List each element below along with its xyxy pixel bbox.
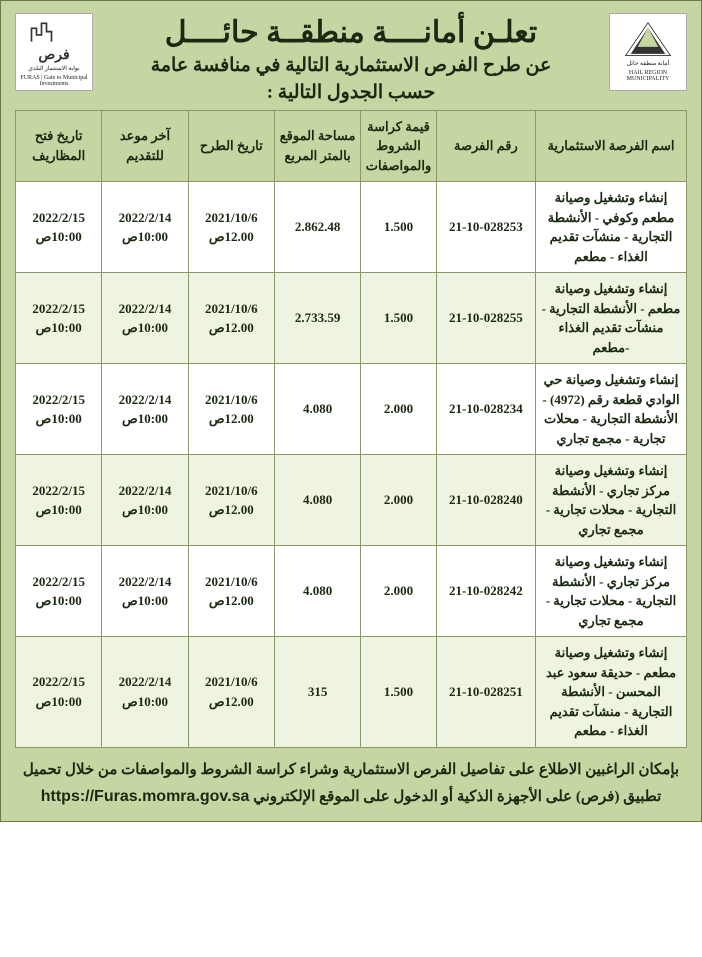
footer-line-2: تطبيق (فرص) على الأجهزة الذكية أو الدخول… bbox=[15, 783, 687, 811]
table-row: إنشاء وتشغيل وصيانة مركز تجاري - الأنشطة… bbox=[16, 546, 687, 637]
cell-deadline: 2022/2/1410:00ص bbox=[102, 546, 188, 637]
table-row: إنشاء وتشغيل وصيانة مطعم - الأنشطة التجا… bbox=[16, 273, 687, 364]
table-row: إنشاء وتشغيل وصيانة حي الوادي قطعة رقم (… bbox=[16, 364, 687, 455]
cell-name: إنشاء وتشغيل وصيانة مركز تجاري - الأنشطة… bbox=[535, 546, 686, 637]
cell-number: 21-10-028234 bbox=[436, 364, 535, 455]
cell-open-date: 2022/2/1510:00ص bbox=[16, 273, 102, 364]
cell-offer-date: 2021/10/612.00ص bbox=[188, 455, 274, 546]
cell-area: 2.862.48 bbox=[274, 182, 360, 273]
th-doc-price: قيمة كراسة الشروط والمواصفات bbox=[361, 110, 437, 182]
cell-number: 21-10-028242 bbox=[436, 546, 535, 637]
main-title: تعلـن أمانــــة منطقــة حائــــل bbox=[105, 13, 597, 52]
cell-offer-date: 2021/10/612.00ص bbox=[188, 637, 274, 748]
cell-open-date: 2022/2/1510:00ص bbox=[16, 637, 102, 748]
cell-doc-price: 2.000 bbox=[361, 364, 437, 455]
cell-doc-price: 1.500 bbox=[361, 182, 437, 273]
header: أمانة منطقة حائل HAIL REGION MUNICIPALIT… bbox=[15, 13, 687, 110]
logo-right-caption-ar: أمانة منطقة حائل bbox=[627, 61, 670, 68]
cell-open-date: 2022/2/1510:00ص bbox=[16, 182, 102, 273]
cell-deadline: 2022/2/1410:00ص bbox=[102, 364, 188, 455]
cell-name: إنشاء وتشغيل وصيانة مطعم - الأنشطة التجا… bbox=[535, 273, 686, 364]
logo-municipality: أمانة منطقة حائل HAIL REGION MUNICIPALIT… bbox=[609, 13, 687, 91]
th-deadline: آخر موعد للتقديم bbox=[102, 110, 188, 182]
cell-doc-price: 2.000 bbox=[361, 455, 437, 546]
furas-skyline-icon bbox=[29, 16, 79, 47]
cell-deadline: 2022/2/1410:00ص bbox=[102, 273, 188, 364]
footer: بإمكان الراغبين الاطلاع على تفاصيل الفرص… bbox=[15, 748, 687, 811]
cell-open-date: 2022/2/1510:00ص bbox=[16, 364, 102, 455]
municipality-triangle-icon bbox=[622, 21, 674, 59]
cell-number: 21-10-028253 bbox=[436, 182, 535, 273]
announcement-page: أمانة منطقة حائل HAIL REGION MUNICIPALIT… bbox=[0, 0, 702, 822]
sub-title-2: حسب الجدول التالية : bbox=[105, 81, 597, 104]
th-area: مساحة الموقع بالمتر المربع bbox=[274, 110, 360, 182]
cell-offer-date: 2021/10/612.00ص bbox=[188, 182, 274, 273]
cell-deadline: 2022/2/1410:00ص bbox=[102, 182, 188, 273]
cell-open-date: 2022/2/1510:00ص bbox=[16, 546, 102, 637]
table-row: إنشاء وتشغيل وصيانة مطعم وكوفي - الأنشطة… bbox=[16, 182, 687, 273]
footer-line-2-prefix: تطبيق (فرص) على الأجهزة الذكية أو الدخول… bbox=[249, 789, 661, 805]
cell-deadline: 2022/2/1410:00ص bbox=[102, 455, 188, 546]
opportunities-table: اسم الفرصة الاستثمارية رقم الفرصة قيمة ك… bbox=[15, 110, 687, 748]
cell-number: 21-10-028240 bbox=[436, 455, 535, 546]
cell-area: 4.080 bbox=[274, 546, 360, 637]
logo-left-caption-en: FURAS | Gate to Municipal Investments bbox=[18, 75, 90, 88]
cell-doc-price: 1.500 bbox=[361, 637, 437, 748]
cell-doc-price: 2.000 bbox=[361, 546, 437, 637]
cell-name: إنشاء وتشغيل وصيانة مطعم - حديقة سعود عب… bbox=[535, 637, 686, 748]
logo-left-brand: فرص bbox=[38, 47, 69, 64]
cell-offer-date: 2021/10/612.00ص bbox=[188, 273, 274, 364]
cell-offer-date: 2021/10/612.00ص bbox=[188, 364, 274, 455]
cell-deadline: 2022/2/1410:00ص bbox=[102, 637, 188, 748]
title-block: تعلـن أمانــــة منطقــة حائــــل عن طرح … bbox=[105, 13, 597, 110]
logo-right-caption-en: HAIL REGION MUNICIPALITY bbox=[612, 70, 684, 83]
footer-line-1: بإمكان الراغبين الاطلاع على تفاصيل الفرص… bbox=[15, 758, 687, 784]
table-row: إنشاء وتشغيل وصيانة مطعم - حديقة سعود عب… bbox=[16, 637, 687, 748]
th-open-date: تاريخ فتح المظاريف bbox=[16, 110, 102, 182]
table-body: إنشاء وتشغيل وصيانة مطعم وكوفي - الأنشطة… bbox=[16, 182, 687, 748]
sub-title: عن طرح الفرص الاستثمارية التالية في مناف… bbox=[105, 52, 597, 81]
table-header-row: اسم الفرصة الاستثمارية رقم الفرصة قيمة ك… bbox=[16, 110, 687, 182]
cell-name: إنشاء وتشغيل وصيانة مطعم وكوفي - الأنشطة… bbox=[535, 182, 686, 273]
logo-furas: فرص بوابة الاستثمار البلدي FURAS | Gate … bbox=[15, 13, 93, 91]
th-name: اسم الفرصة الاستثمارية bbox=[535, 110, 686, 182]
table-row: إنشاء وتشغيل وصيانة مركز تجاري - الأنشطة… bbox=[16, 455, 687, 546]
th-number: رقم الفرصة bbox=[436, 110, 535, 182]
cell-number: 21-10-028251 bbox=[436, 637, 535, 748]
cell-doc-price: 1.500 bbox=[361, 273, 437, 364]
th-offer-date: تاريخ الطرح bbox=[188, 110, 274, 182]
logo-left-caption-ar: بوابة الاستثمار البلدي bbox=[28, 66, 79, 73]
cell-area: 4.080 bbox=[274, 364, 360, 455]
cell-name: إنشاء وتشغيل وصيانة مركز تجاري - الأنشطة… bbox=[535, 455, 686, 546]
cell-open-date: 2022/2/1510:00ص bbox=[16, 455, 102, 546]
footer-url: https://Furas.momra.gov.sa bbox=[41, 788, 250, 805]
cell-area: 315 bbox=[274, 637, 360, 748]
cell-area: 2.733.59 bbox=[274, 273, 360, 364]
cell-name: إنشاء وتشغيل وصيانة حي الوادي قطعة رقم (… bbox=[535, 364, 686, 455]
cell-area: 4.080 bbox=[274, 455, 360, 546]
cell-number: 21-10-028255 bbox=[436, 273, 535, 364]
cell-offer-date: 2021/10/612.00ص bbox=[188, 546, 274, 637]
